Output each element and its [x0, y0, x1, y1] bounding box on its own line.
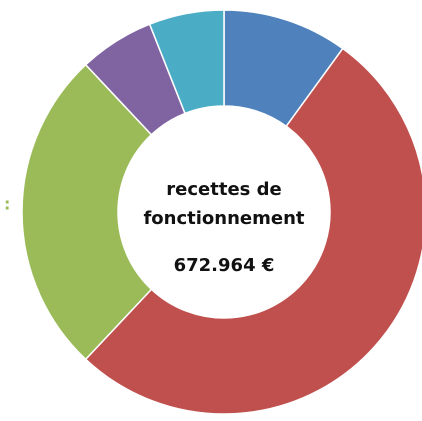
slice — [148, 9, 225, 115]
slice — [21, 63, 153, 361]
slices — [21, 9, 422, 415]
center-title: recettes de — [166, 179, 281, 200]
slice — [84, 47, 422, 415]
center-title: fonctionnement — [143, 208, 304, 229]
center-total: 672.964 € — [174, 255, 275, 276]
annotation: : — [4, 195, 10, 214]
